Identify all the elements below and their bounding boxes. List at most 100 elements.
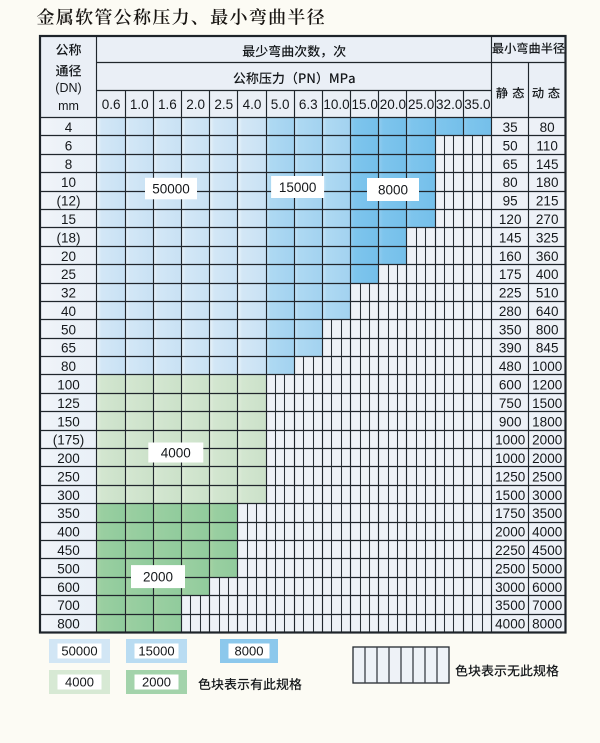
svg-text:1.0: 1.0: [130, 97, 149, 112]
svg-text:3500: 3500: [532, 506, 562, 521]
svg-text:65: 65: [503, 157, 518, 172]
svg-text:2000: 2000: [495, 525, 525, 540]
svg-text:110: 110: [536, 138, 558, 153]
svg-text:280: 280: [499, 304, 522, 319]
svg-text:5.0: 5.0: [271, 97, 290, 112]
svg-text:1750: 1750: [495, 506, 525, 521]
svg-text:2000: 2000: [143, 570, 173, 585]
svg-text:(18): (18): [56, 230, 80, 245]
svg-text:1200: 1200: [532, 378, 562, 393]
svg-text:480: 480: [499, 359, 522, 374]
svg-text:35.0: 35.0: [464, 97, 490, 112]
svg-text:125: 125: [57, 396, 80, 411]
svg-text:2250: 2250: [495, 543, 525, 558]
svg-text:640: 640: [536, 304, 559, 319]
svg-text:mm: mm: [58, 99, 79, 113]
svg-text:900: 900: [499, 414, 522, 429]
svg-text:750: 750: [499, 396, 522, 411]
svg-text:500: 500: [57, 561, 80, 576]
svg-text:50: 50: [61, 322, 76, 337]
svg-text:1000: 1000: [532, 359, 562, 374]
svg-text:360: 360: [536, 249, 559, 264]
svg-text:350: 350: [57, 506, 80, 521]
svg-text:(12): (12): [56, 194, 80, 209]
svg-text:10.0: 10.0: [323, 97, 349, 112]
svg-text:15000: 15000: [138, 644, 174, 659]
svg-text:3000: 3000: [532, 488, 562, 503]
svg-text:6000: 6000: [532, 580, 562, 595]
svg-text:1800: 1800: [532, 414, 562, 429]
svg-text:400: 400: [536, 267, 559, 282]
svg-text:20.0: 20.0: [380, 97, 406, 112]
svg-text:1500: 1500: [532, 396, 562, 411]
svg-text:4500: 4500: [532, 543, 562, 558]
svg-text:95: 95: [503, 194, 518, 209]
svg-text:270: 270: [536, 212, 559, 227]
svg-text:8000: 8000: [532, 617, 562, 632]
svg-text:215: 215: [536, 194, 559, 209]
svg-text:2000: 2000: [142, 675, 171, 690]
svg-text:25.0: 25.0: [408, 97, 434, 112]
svg-text:35: 35: [503, 120, 518, 135]
svg-text:4000: 4000: [161, 445, 191, 460]
svg-text:65: 65: [61, 341, 76, 356]
svg-text:2000: 2000: [532, 451, 562, 466]
svg-text:40: 40: [61, 304, 76, 319]
svg-text:32.0: 32.0: [436, 97, 462, 112]
svg-text:50000: 50000: [152, 181, 190, 196]
svg-text:80: 80: [540, 120, 555, 135]
svg-text:1250: 1250: [495, 470, 525, 485]
svg-text:120: 120: [499, 212, 522, 227]
svg-text:250: 250: [57, 470, 80, 485]
svg-text:390: 390: [499, 341, 522, 356]
svg-text:845: 845: [536, 341, 559, 356]
svg-text:50: 50: [503, 138, 518, 153]
svg-text:2.5: 2.5: [214, 97, 233, 112]
svg-text:7000: 7000: [532, 598, 562, 613]
svg-text:80: 80: [503, 175, 518, 190]
svg-text:600: 600: [499, 378, 522, 393]
svg-text:200: 200: [57, 451, 80, 466]
svg-text:6: 6: [65, 138, 73, 153]
svg-text:1000: 1000: [495, 451, 525, 466]
svg-text:4.0: 4.0: [243, 97, 262, 112]
svg-text:4000: 4000: [65, 675, 94, 690]
svg-text:(175): (175): [53, 433, 85, 448]
svg-text:4000: 4000: [532, 525, 562, 540]
svg-text:15000: 15000: [279, 180, 317, 195]
svg-text:150: 150: [57, 414, 80, 429]
svg-text:145: 145: [536, 157, 559, 172]
svg-text:0.6: 0.6: [102, 97, 121, 112]
svg-text:400: 400: [57, 525, 80, 540]
svg-text:180: 180: [536, 175, 559, 190]
svg-text:15: 15: [61, 212, 76, 227]
svg-text:3500: 3500: [495, 598, 525, 613]
svg-text:450: 450: [57, 543, 80, 558]
svg-text:300: 300: [57, 488, 80, 503]
svg-text:700: 700: [57, 598, 80, 613]
svg-text:50000: 50000: [61, 644, 97, 659]
svg-text:510: 510: [536, 286, 559, 301]
svg-text:8: 8: [65, 157, 73, 172]
svg-text:15.0: 15.0: [352, 97, 378, 112]
svg-text:2000: 2000: [532, 433, 562, 448]
svg-text:145: 145: [499, 230, 522, 245]
svg-text:600: 600: [57, 580, 80, 595]
svg-text:2500: 2500: [495, 561, 525, 576]
svg-text:4000: 4000: [495, 617, 525, 632]
svg-text:5000: 5000: [532, 561, 562, 576]
svg-text:10: 10: [61, 175, 76, 190]
svg-text:32: 32: [61, 286, 76, 301]
svg-text:25: 25: [61, 267, 76, 282]
svg-text:1.6: 1.6: [158, 97, 177, 112]
svg-text:6.3: 6.3: [299, 97, 318, 112]
svg-text:4: 4: [65, 120, 73, 135]
svg-text:100: 100: [57, 378, 80, 393]
svg-text:1000: 1000: [495, 433, 525, 448]
svg-text:350: 350: [499, 322, 522, 337]
svg-text:8000: 8000: [235, 644, 264, 659]
svg-text:225: 225: [499, 286, 522, 301]
svg-text:20: 20: [61, 249, 76, 264]
svg-text:2.0: 2.0: [186, 97, 205, 112]
svg-text:1500: 1500: [495, 488, 525, 503]
